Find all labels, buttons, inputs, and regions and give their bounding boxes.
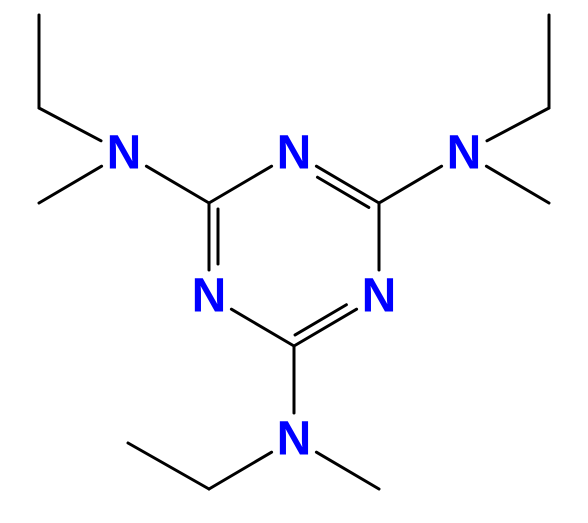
n-atom-label: N (277, 127, 312, 180)
n-atom-label: N (107, 127, 142, 180)
n-atom-label: N (277, 413, 312, 466)
molecule-diagram: N N N N N N (0, 0, 588, 523)
n-atom-label: N (192, 270, 227, 323)
n-atom-label: N (362, 270, 397, 323)
n-atom-label: N (447, 127, 482, 180)
